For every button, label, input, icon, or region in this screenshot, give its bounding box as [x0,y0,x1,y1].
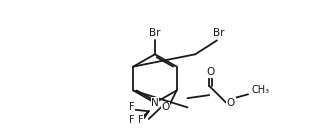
Text: Br: Br [149,29,161,39]
Text: F: F [129,115,135,125]
Text: O: O [227,98,235,108]
Text: F: F [129,102,135,112]
Text: N: N [151,98,159,108]
Text: F: F [138,115,144,125]
Text: O: O [162,102,170,112]
Text: O: O [207,67,215,77]
Text: Br: Br [213,29,224,39]
Text: CH₃: CH₃ [251,85,269,95]
